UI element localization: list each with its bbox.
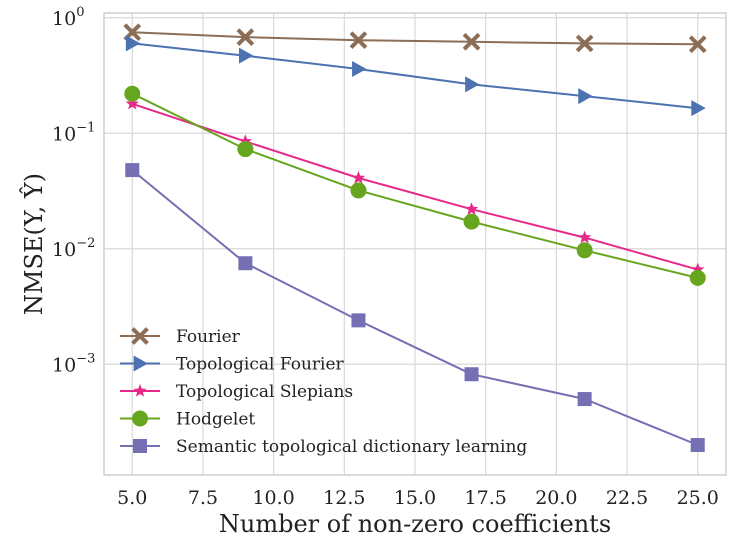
legend-label-topological-fourier: Topological Fourier	[176, 355, 345, 375]
data-point-topological-fourier	[352, 61, 367, 78]
legend-label-hodgelet: Hodgelet	[176, 410, 255, 430]
data-point-semantic-topological-dictionary-learning	[238, 256, 253, 271]
tick-layer: 5.0 7.5 10.0 12.5 15.0 17.5 20.0 22.5 25.0 100 10−…	[52, 5, 719, 509]
y-tick-label: 10−3	[52, 351, 95, 376]
data-point-topological-slepians	[577, 230, 592, 244]
data-point-semantic-topological-dictionary-learning	[351, 313, 366, 328]
data-point-topological-fourier	[238, 47, 254, 64]
data-point-fourier	[462, 32, 481, 51]
marker-stroke	[688, 35, 707, 54]
data-point-topological-fourier	[465, 76, 480, 93]
data-point-fourier	[688, 35, 707, 54]
data-point-fourier	[236, 28, 255, 46]
plot-frame	[103, 12, 727, 476]
legend-marker-semantic-topological-dictionary-learning	[133, 439, 147, 453]
data-point-topological-slepians	[351, 171, 366, 184]
legend-label-fourier: Fourier	[176, 327, 241, 347]
y-tick-label: 100	[52, 5, 84, 30]
x-tick-label: 20.0	[535, 487, 577, 509]
data-point-hodgelet	[124, 85, 141, 102]
x-tick-label: 15.0	[394, 487, 436, 509]
data-point-semantic-topological-dictionary-learning	[577, 392, 592, 407]
legend-label-topological-slepians: Topological Slepians	[176, 382, 353, 402]
data-point-topological-slepians	[691, 262, 705, 276]
data-point-topological-fourier	[578, 88, 593, 105]
data-point-fourier	[349, 31, 368, 49]
series-line-hodgelet	[131, 92, 698, 279]
data-point-fourier	[123, 23, 142, 42]
series-line-semantic-topological-dictionary-learning	[131, 169, 699, 446]
data-point-hodgelet	[689, 269, 706, 286]
x-tick-label: 25.0	[677, 487, 719, 509]
marker-stroke	[575, 34, 594, 53]
x-tick-label: 12.5	[323, 487, 365, 509]
series-layer	[123, 23, 707, 453]
data-point-topological-slepians	[238, 134, 253, 148]
data-point-topological-fourier	[125, 35, 141, 52]
series-line-fourier	[132, 31, 698, 46]
series-line-topological-fourier	[132, 42, 698, 110]
marker-stroke	[349, 31, 368, 49]
y-tick-label: 10−2	[52, 236, 95, 261]
legend-label-semantic-topological-dictionary-learning: Semantic topological dictionary learning	[176, 437, 527, 457]
data-point-topological-fourier	[691, 100, 706, 117]
legend-marker-hodgelet	[132, 410, 148, 427]
marker-stroke	[236, 28, 255, 46]
data-point-semantic-topological-dictionary-learning	[125, 163, 140, 178]
x-axis-label: Number of non-zero coefficients	[219, 510, 611, 538]
legend-marker-topological-slepians	[133, 384, 147, 397]
data-point-topological-slepians	[464, 202, 479, 215]
y-axis-label: NMSE(Y, Ŷ)	[19, 173, 48, 315]
x-tick-label: 22.5	[606, 487, 648, 509]
legend-marker-topological-fourier	[133, 355, 148, 372]
data-point-hodgelet	[463, 213, 480, 230]
legend: Fourier Topological Fourier Topological Sl…	[120, 327, 527, 457]
legend-marker-fourier	[131, 327, 149, 345]
data-point-fourier	[575, 34, 594, 53]
x-tick-label: 7.5	[188, 487, 218, 509]
data-point-topological-slepians	[125, 96, 139, 110]
data-point-hodgelet	[576, 242, 593, 259]
y-tick-label: 10−1	[52, 120, 95, 145]
data-point-hodgelet	[237, 141, 254, 158]
data-point-hodgelet	[350, 182, 367, 199]
x-tick-label: 5.0	[117, 487, 147, 509]
data-point-semantic-topological-dictionary-learning	[690, 438, 705, 453]
x-tick-label: 10.0	[252, 487, 294, 509]
x-tick-label: 17.5	[465, 487, 507, 509]
series-line-topological-slepians	[131, 102, 698, 271]
data-point-semantic-topological-dictionary-learning	[464, 367, 479, 382]
marker-stroke	[131, 327, 149, 345]
grid-layer	[104, 13, 726, 475]
marker-stroke	[462, 32, 481, 51]
marker-stroke	[123, 23, 142, 42]
